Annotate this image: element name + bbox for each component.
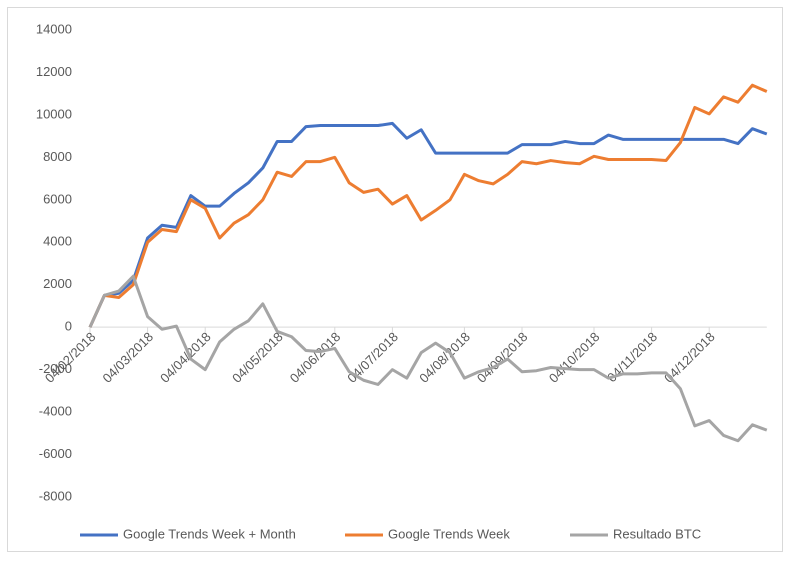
y-tick-label: 10000 xyxy=(36,106,72,121)
y-tick-label: -8000 xyxy=(39,488,72,503)
y-tick-label: 2000 xyxy=(43,276,72,291)
y-tick-label: 12000 xyxy=(36,64,72,79)
y-tick-label: 0 xyxy=(65,319,72,334)
series-line xyxy=(88,83,768,328)
series-line xyxy=(88,121,768,328)
legend-label: Resultado BTC xyxy=(613,526,701,541)
y-tick-label: -4000 xyxy=(39,404,72,419)
y-tick-label: 6000 xyxy=(43,191,72,206)
y-tick-label: 14000 xyxy=(36,21,72,36)
y-tick-label: 8000 xyxy=(43,149,72,164)
chart-border xyxy=(7,7,783,552)
y-tick-label: -2000 xyxy=(39,361,72,376)
legend-label: Google Trends Week xyxy=(388,526,510,541)
y-tick-label: -6000 xyxy=(39,446,72,461)
series-line xyxy=(88,274,768,443)
legend-label: Google Trends Week + Month xyxy=(123,526,296,541)
y-tick-label: 4000 xyxy=(43,234,72,249)
